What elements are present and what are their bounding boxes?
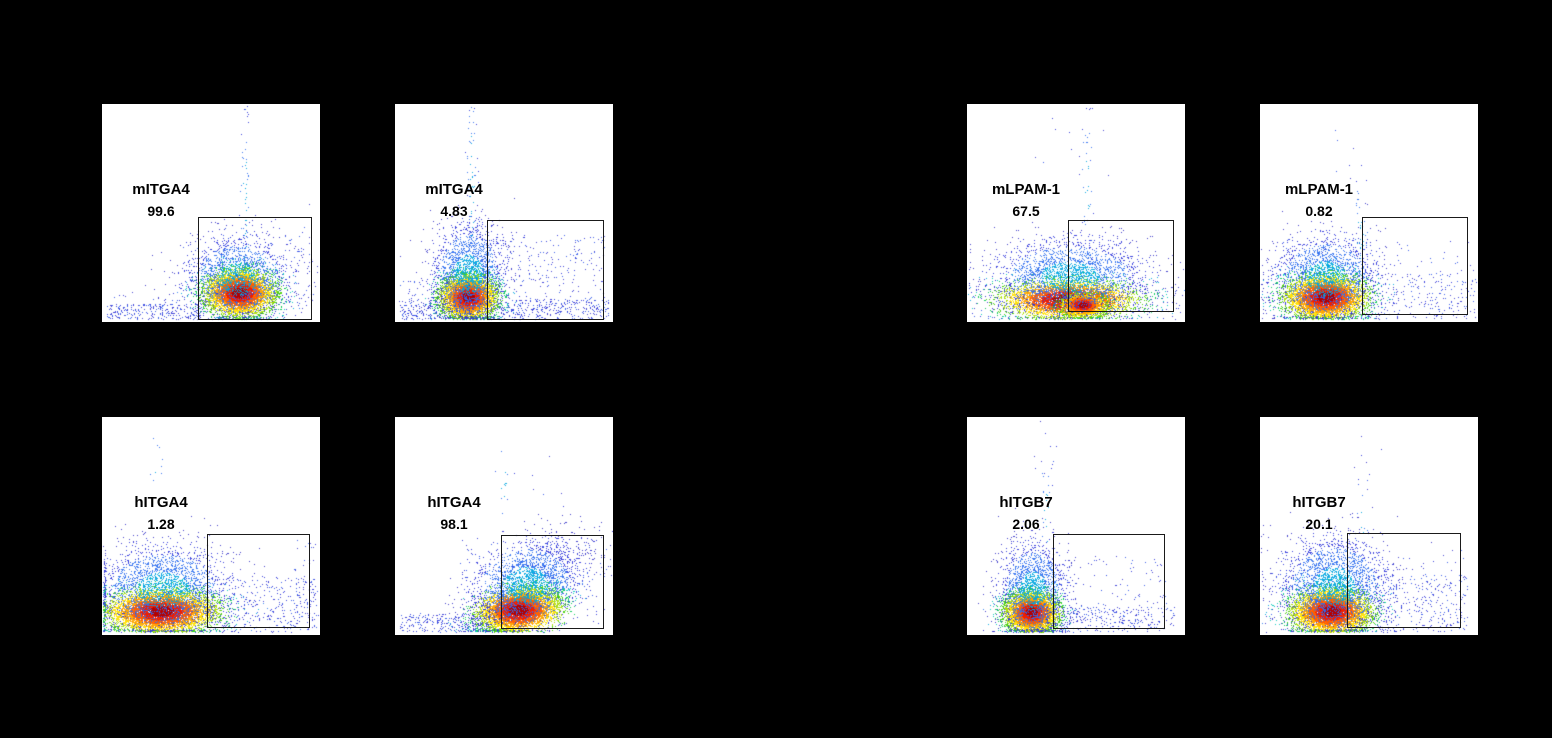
marker-label: mITGA4	[425, 181, 483, 198]
flow-panel: hITGA4 1.28	[100, 415, 322, 637]
gate-rectangle	[500, 534, 605, 630]
flow-panel: mITGA4 4.83	[393, 102, 615, 324]
flow-panel: mLPAM-1 67.5	[965, 102, 1187, 324]
gate-percentage: 67.5	[1012, 203, 1040, 219]
scatter-canvas	[967, 104, 1185, 322]
gate-percentage: 99.6	[147, 203, 175, 219]
marker-label: hITGB7	[1292, 494, 1346, 511]
marker-label: mLPAM-1	[991, 181, 1061, 198]
gate-rectangle	[1068, 219, 1175, 313]
marker-label: hITGA4	[134, 494, 188, 511]
gate-percentage: 1.28	[147, 516, 175, 532]
gate-rectangle	[1053, 533, 1166, 630]
flow-panel: mITGA4 99.6	[100, 102, 322, 324]
gate-percentage: 2.06	[1012, 516, 1040, 532]
marker-label: hITGB7	[999, 494, 1053, 511]
flow-panel: mLPAM-1 0.82	[1258, 102, 1480, 324]
scatter-canvas	[967, 417, 1185, 635]
gate-rectangle	[1347, 532, 1461, 628]
gate-percentage: 0.82	[1305, 203, 1333, 219]
scatter-canvas	[1260, 417, 1478, 635]
scatter-canvas	[395, 104, 613, 322]
gate-percentage: 20.1	[1305, 516, 1333, 532]
marker-label: hITGA4	[427, 494, 481, 511]
gate-rectangle	[486, 219, 605, 320]
scatter-canvas	[1260, 104, 1478, 322]
gate-rectangle	[206, 533, 311, 629]
gate-percentage: 98.1	[440, 516, 468, 532]
scatter-canvas	[395, 417, 613, 635]
scatter-canvas	[102, 417, 320, 635]
gate-rectangle	[197, 217, 313, 320]
flow-panel: hITGA4 98.1	[393, 415, 615, 637]
marker-label: mLPAM-1	[1284, 181, 1354, 198]
gate-rectangle	[1362, 217, 1469, 316]
flow-panel: hITGB7 2.06	[965, 415, 1187, 637]
flow-panel: hITGB7 20.1	[1258, 415, 1480, 637]
gate-percentage: 4.83	[440, 203, 468, 219]
scatter-canvas	[102, 104, 320, 322]
marker-label: mITGA4	[132, 181, 190, 198]
